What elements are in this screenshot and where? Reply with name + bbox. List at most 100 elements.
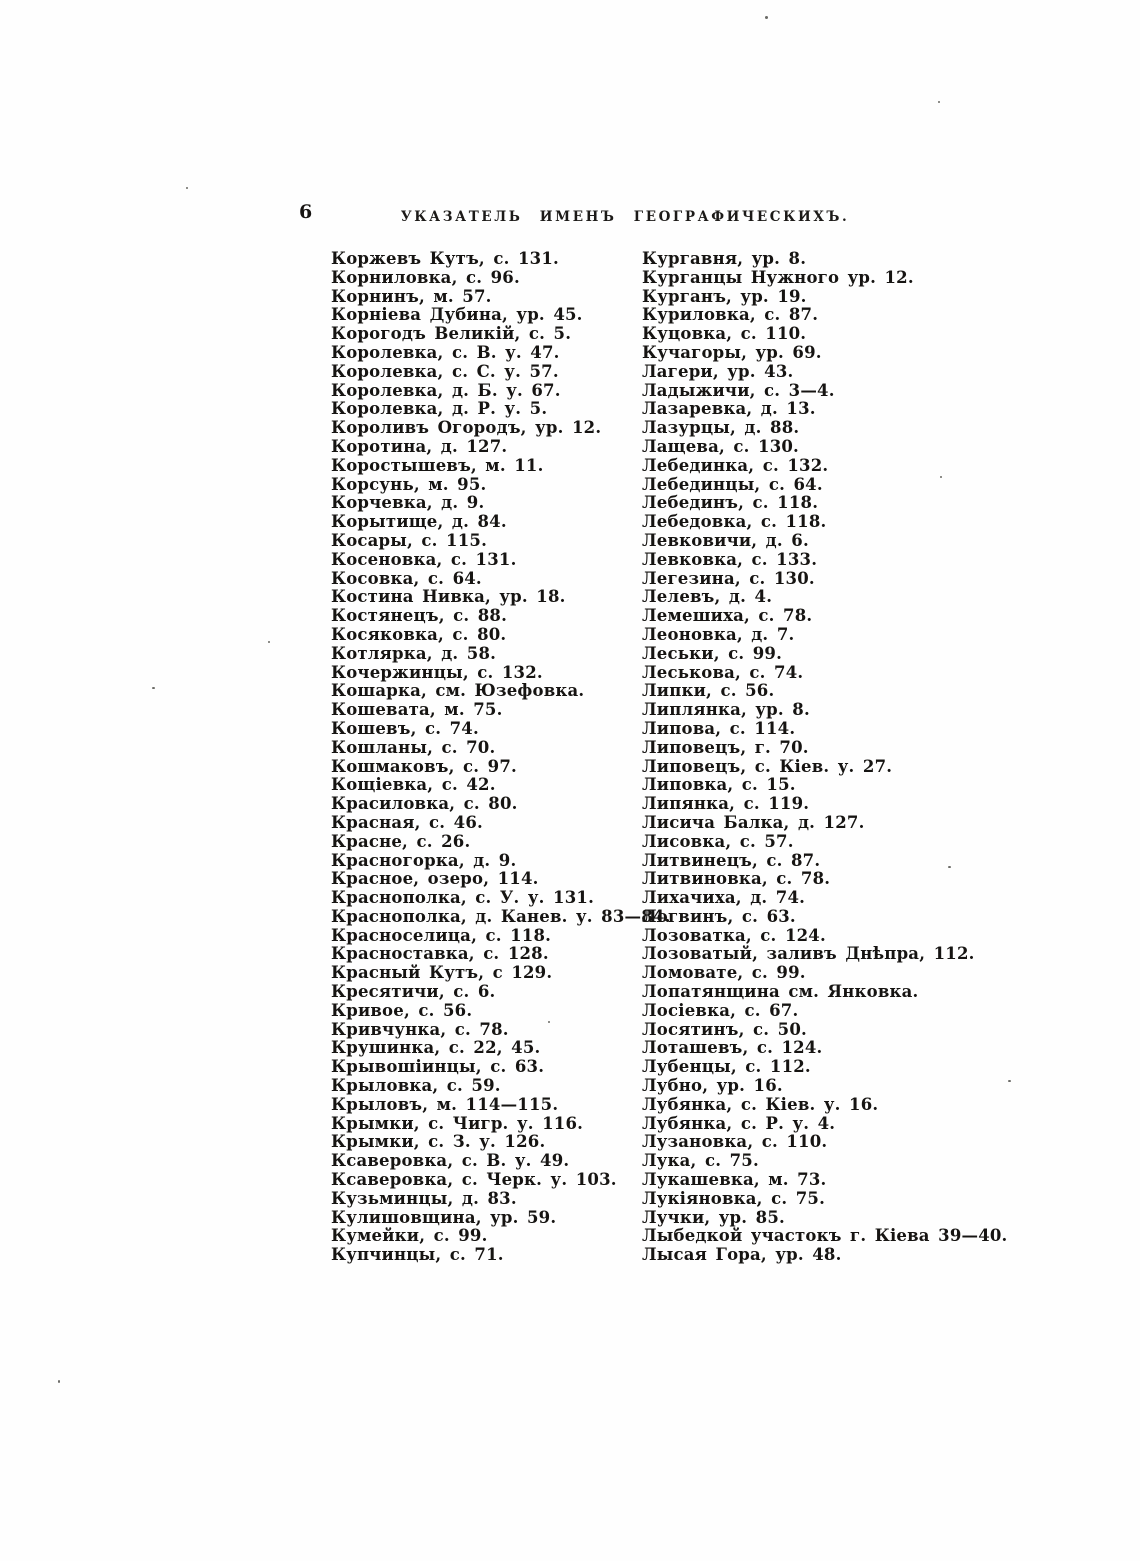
index-entry: Красиловка, с. 80.: [331, 794, 518, 814]
index-entry: Лоташевъ, с. 124.: [642, 1038, 823, 1058]
scan-speck: [948, 866, 951, 868]
index-entry: Кресятичи, с. 6.: [331, 982, 496, 1002]
index-entry: Лубянка, с. Кіев. у. 16.: [642, 1094, 879, 1114]
index-entry: Кулишовщина, ур. 59.: [331, 1207, 557, 1227]
index-entry: Корогодъ Великій, с. 5.: [331, 324, 572, 344]
index-entry: Лемешиха, с. 78.: [642, 606, 813, 626]
index-entry: Красногорка, д. 9.: [331, 850, 517, 870]
index-entry: Кургавня, ур. 8.: [642, 249, 807, 268]
index-entry: Леськи, с. 99.: [642, 643, 783, 663]
scan-speck: [938, 101, 940, 103]
scan-speck: [548, 1021, 550, 1023]
index-entry: Костянецъ, с. 88.: [331, 606, 508, 626]
index-entry: Лубенцы, с. 112.: [642, 1057, 811, 1077]
index-entry: Логвинъ, с. 63.: [642, 906, 796, 926]
index-entry: Липова, с. 114.: [642, 718, 796, 738]
index-entry: Кошмаковъ, с. 97.: [331, 756, 517, 776]
running-header: УКАЗАТЕЛЬ ИМЕНЪ ГЕОГРАФИЧЕСКИХЪ.: [400, 209, 850, 225]
index-entry: Косеновка, с. 131.: [331, 549, 517, 569]
index-entry: Лысая Гора, ур. 48.: [642, 1245, 842, 1265]
index-entry: Куцовка, с. 110.: [642, 324, 807, 344]
index-entry: Лукіяновка, с. 75.: [642, 1188, 826, 1208]
index-entry: Лебединка, с. 132.: [642, 455, 829, 475]
index-entry: Лащева, с. 130.: [642, 436, 799, 456]
index-entry: Куриловка, с. 87.: [642, 305, 819, 325]
index-entry: Лазурцы, д. 88.: [642, 418, 800, 438]
scan-speck: [268, 641, 270, 643]
index-entry: Красная, с. 46.: [331, 812, 483, 832]
index-entry: Крыловъ, м. 114—115.: [331, 1094, 559, 1114]
index-entry: Леоновка, д. 7.: [642, 624, 795, 644]
index-entry: Кошланы, с. 70.: [331, 737, 496, 757]
index-entry: Красноселица, с. 118.: [331, 925, 552, 945]
index-entry: Крыловка, с. 59.: [331, 1076, 501, 1096]
index-entry: Косяковка, с. 80.: [331, 624, 507, 644]
index-entry: Кумейки, с. 99.: [331, 1226, 488, 1246]
index-entry: Коростышевъ, м. 11.: [331, 455, 544, 475]
index-entry: Корчевка, д. 9.: [331, 493, 485, 513]
index-entry: Кривое, с. 56.: [331, 1000, 473, 1020]
scan-speck: [940, 476, 942, 478]
index-entry: Липовецъ, г. 70.: [642, 737, 809, 757]
index-entry: Корсунь, м. 95.: [331, 474, 487, 494]
index-entry: Лебедовка, с. 118.: [642, 512, 827, 532]
index-entry: Кошевата, м. 75.: [331, 700, 503, 720]
index-column-right: Кургавня, ур. 8. Курганцы Нужного ур. 12.…: [642, 249, 1007, 1265]
index-entry: Костина Нивка, ур. 18.: [331, 587, 566, 607]
index-entry: Короливъ Огородъ, ур. 12.: [331, 418, 602, 438]
index-entry: Кузьминцы, д. 83.: [331, 1188, 517, 1208]
index-entry: Красное, озеро, 114.: [331, 869, 539, 889]
index-entry: Кочержинцы, с. 132.: [331, 662, 543, 682]
scan-speck: [186, 187, 188, 189]
index-entry: Ладыжичи, с. 3—4.: [642, 380, 835, 400]
index-entry: Лосятинъ, с. 50.: [642, 1019, 807, 1039]
index-entry: Красный Кутъ, с 129.: [331, 963, 553, 983]
index-column-left: Коржевъ Кутъ, с. 131. Корниловка, с. 96. К…: [331, 249, 670, 1265]
index-entry: Лосіевка, с. 67.: [642, 1000, 799, 1020]
index-entry: Кошевъ, с. 74.: [331, 718, 479, 738]
index-entry: Королевка, д. Б. у. 67.: [331, 380, 561, 400]
page-number: 6: [299, 201, 313, 223]
index-entry: Красноставка, с. 128.: [331, 944, 549, 964]
index-entry: Лебединъ, с. 118.: [642, 493, 819, 513]
index-entry: Королевка, д. Р. у. 5.: [331, 399, 548, 419]
index-entry: Королевка, с. С. у. 57.: [331, 361, 559, 381]
index-entry: Крушинка, с. 22, 45.: [331, 1038, 541, 1058]
index-entry: Купчинцы, с. 71.: [331, 1245, 504, 1265]
index-entry: Краснополка, с. У. у. 131.: [331, 888, 595, 908]
index-entry: Лопатянщина см. Янковка.: [642, 982, 919, 1002]
scan-speck: [58, 1380, 60, 1383]
index-entry: Лубянка, с. Р. у. 4.: [642, 1113, 836, 1133]
index-entry: Корніева Дубина, ур. 45.: [331, 305, 583, 325]
index-entry: Литвиновка, с. 78.: [642, 869, 831, 889]
index-entry: Коржевъ Кутъ, с. 131.: [331, 249, 559, 268]
index-entry: Лозоватый, заливъ Днѣпра, 112.: [642, 944, 975, 964]
index-entry: Лисовка, с. 57.: [642, 831, 794, 851]
index-entry: Ломовате, с. 99.: [642, 963, 806, 983]
index-entry: Лагери, ур. 43.: [642, 361, 794, 381]
index-entry: Корытище, д. 84.: [331, 512, 507, 532]
index-entry: Лихачиха, д. 74.: [642, 888, 806, 908]
index-entry: Липлянка, ур. 8.: [642, 700, 810, 720]
index-entry: Лебединцы, с. 64.: [642, 474, 823, 494]
index-entry: Кривчунка, с. 78.: [331, 1019, 509, 1039]
index-entry: Лелевъ, д. 4.: [642, 587, 773, 607]
index-entry: Кощіевка, с. 42.: [331, 775, 496, 795]
index-entry: Котлярка, д. 58.: [331, 643, 497, 663]
index-entry: Лука, с. 75.: [642, 1151, 759, 1171]
scan-speck: [1008, 1080, 1011, 1082]
index-entry: Красне, с. 26.: [331, 831, 471, 851]
index-entry: Ксаверовка, с. Черк. у. 103.: [331, 1170, 617, 1190]
index-entry: Липовка, с. 15.: [642, 775, 796, 795]
index-entry: Левковка, с. 133.: [642, 549, 818, 569]
index-entry: Литвинецъ, с. 87.: [642, 850, 821, 870]
index-entry: Крывошіинцы, с. 63.: [331, 1057, 545, 1077]
index-entry: Кошарка, см. Юзефовка.: [331, 681, 585, 701]
scan-speck: [765, 16, 768, 19]
index-entry: Ксаверовка, с. В. у. 49.: [331, 1151, 570, 1171]
index-entry: Лозоватка, с. 124.: [642, 925, 826, 945]
index-entry: Лубно, ур. 16.: [642, 1076, 783, 1096]
index-entry: Липянка, с. 119.: [642, 794, 810, 814]
index-entry: Коротина, д. 127.: [331, 436, 508, 456]
